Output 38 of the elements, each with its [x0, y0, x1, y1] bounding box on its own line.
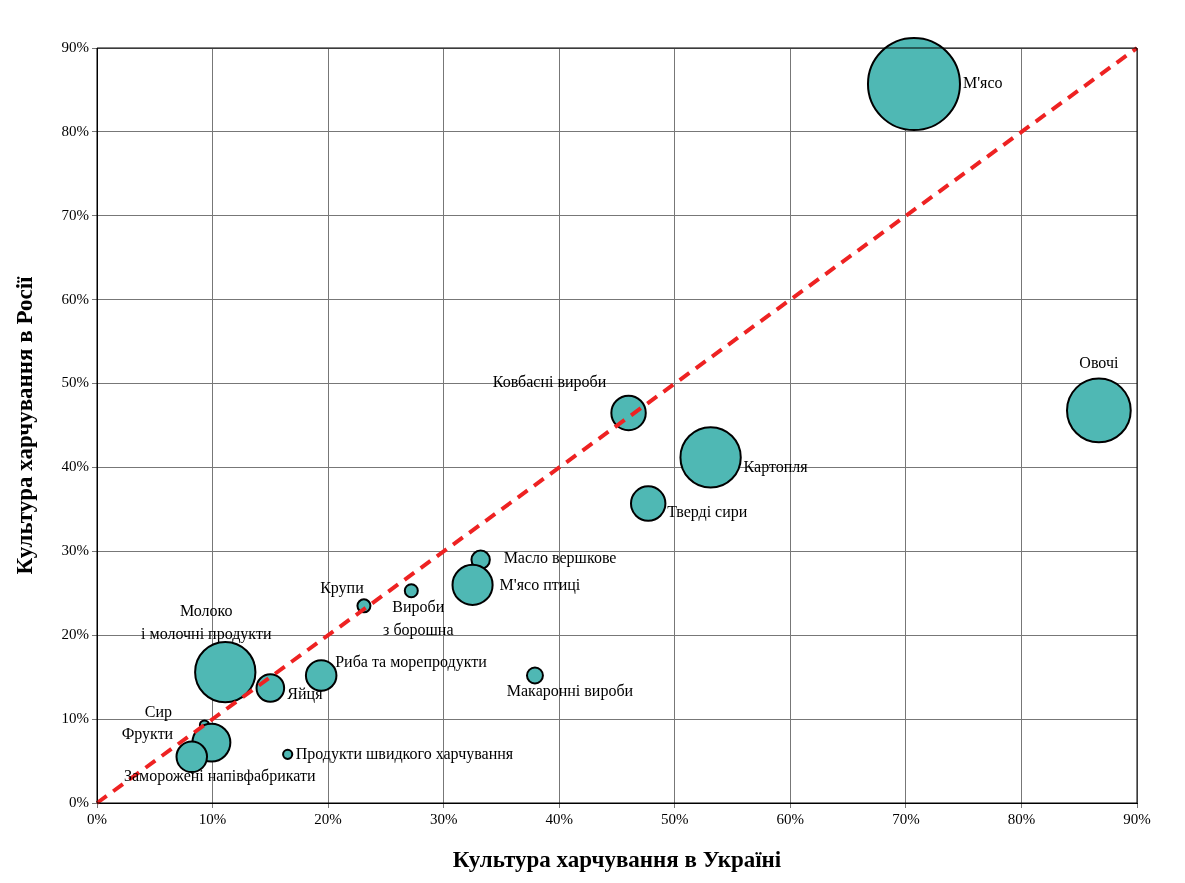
x-tick-label: 70%	[892, 810, 920, 827]
x-tick-label: 90%	[1123, 810, 1151, 827]
y-tick-label: 80%	[61, 122, 89, 139]
x-tick-label: 10%	[198, 810, 227, 827]
annotation: Риба та морепродукти	[335, 652, 488, 671]
annotation: Масло вершкове	[503, 548, 617, 567]
annotation: Вироби з борошна	[383, 597, 454, 639]
x-tick-label: 80%	[1007, 810, 1036, 827]
x-axis-title: Культура харчування в Україні	[452, 847, 782, 873]
x-tick-label: 60%	[776, 810, 805, 827]
annotation: Ковбасні вироби	[492, 373, 607, 392]
y-axis-title: Культура харчування в Росії	[11, 275, 37, 575]
y-tick-label: 40%	[61, 458, 89, 475]
annotation: М'ясо птиці	[499, 576, 581, 595]
y-tick-label: 30%	[61, 542, 89, 559]
annotation: Яйця	[287, 685, 324, 704]
y-tick-label: 70%	[61, 206, 89, 223]
annotation: Овочі	[1079, 353, 1119, 371]
y-tick-label: 90%	[61, 38, 89, 55]
annotation: Макаронні вироби	[506, 681, 634, 700]
annotation: Тверді сири	[667, 502, 748, 521]
annotation: Продукти швидкого харчування	[295, 744, 514, 763]
annotation: Сир	[144, 703, 173, 722]
annotation: Крупи	[320, 579, 365, 598]
y-tick-label: 60%	[61, 290, 89, 307]
y-tick-label: 50%	[61, 374, 89, 391]
x-tick-label: 40%	[545, 810, 573, 827]
annotation: Картопля	[743, 457, 809, 476]
x-tick-label: 0%	[87, 810, 107, 827]
x-tick-label: 50%	[661, 810, 689, 827]
annotation: Фрукти	[121, 724, 174, 743]
y-tick-label: 10%	[61, 710, 89, 727]
x-tick-label: 20%	[314, 810, 342, 827]
annotation: Молоко і молочні продукти	[141, 602, 272, 644]
y-tick-label: 0%	[69, 793, 89, 810]
y-tick-label: 20%	[61, 626, 89, 643]
annotation: М'ясо	[962, 74, 1003, 92]
x-tick-label: 30%	[429, 810, 458, 827]
